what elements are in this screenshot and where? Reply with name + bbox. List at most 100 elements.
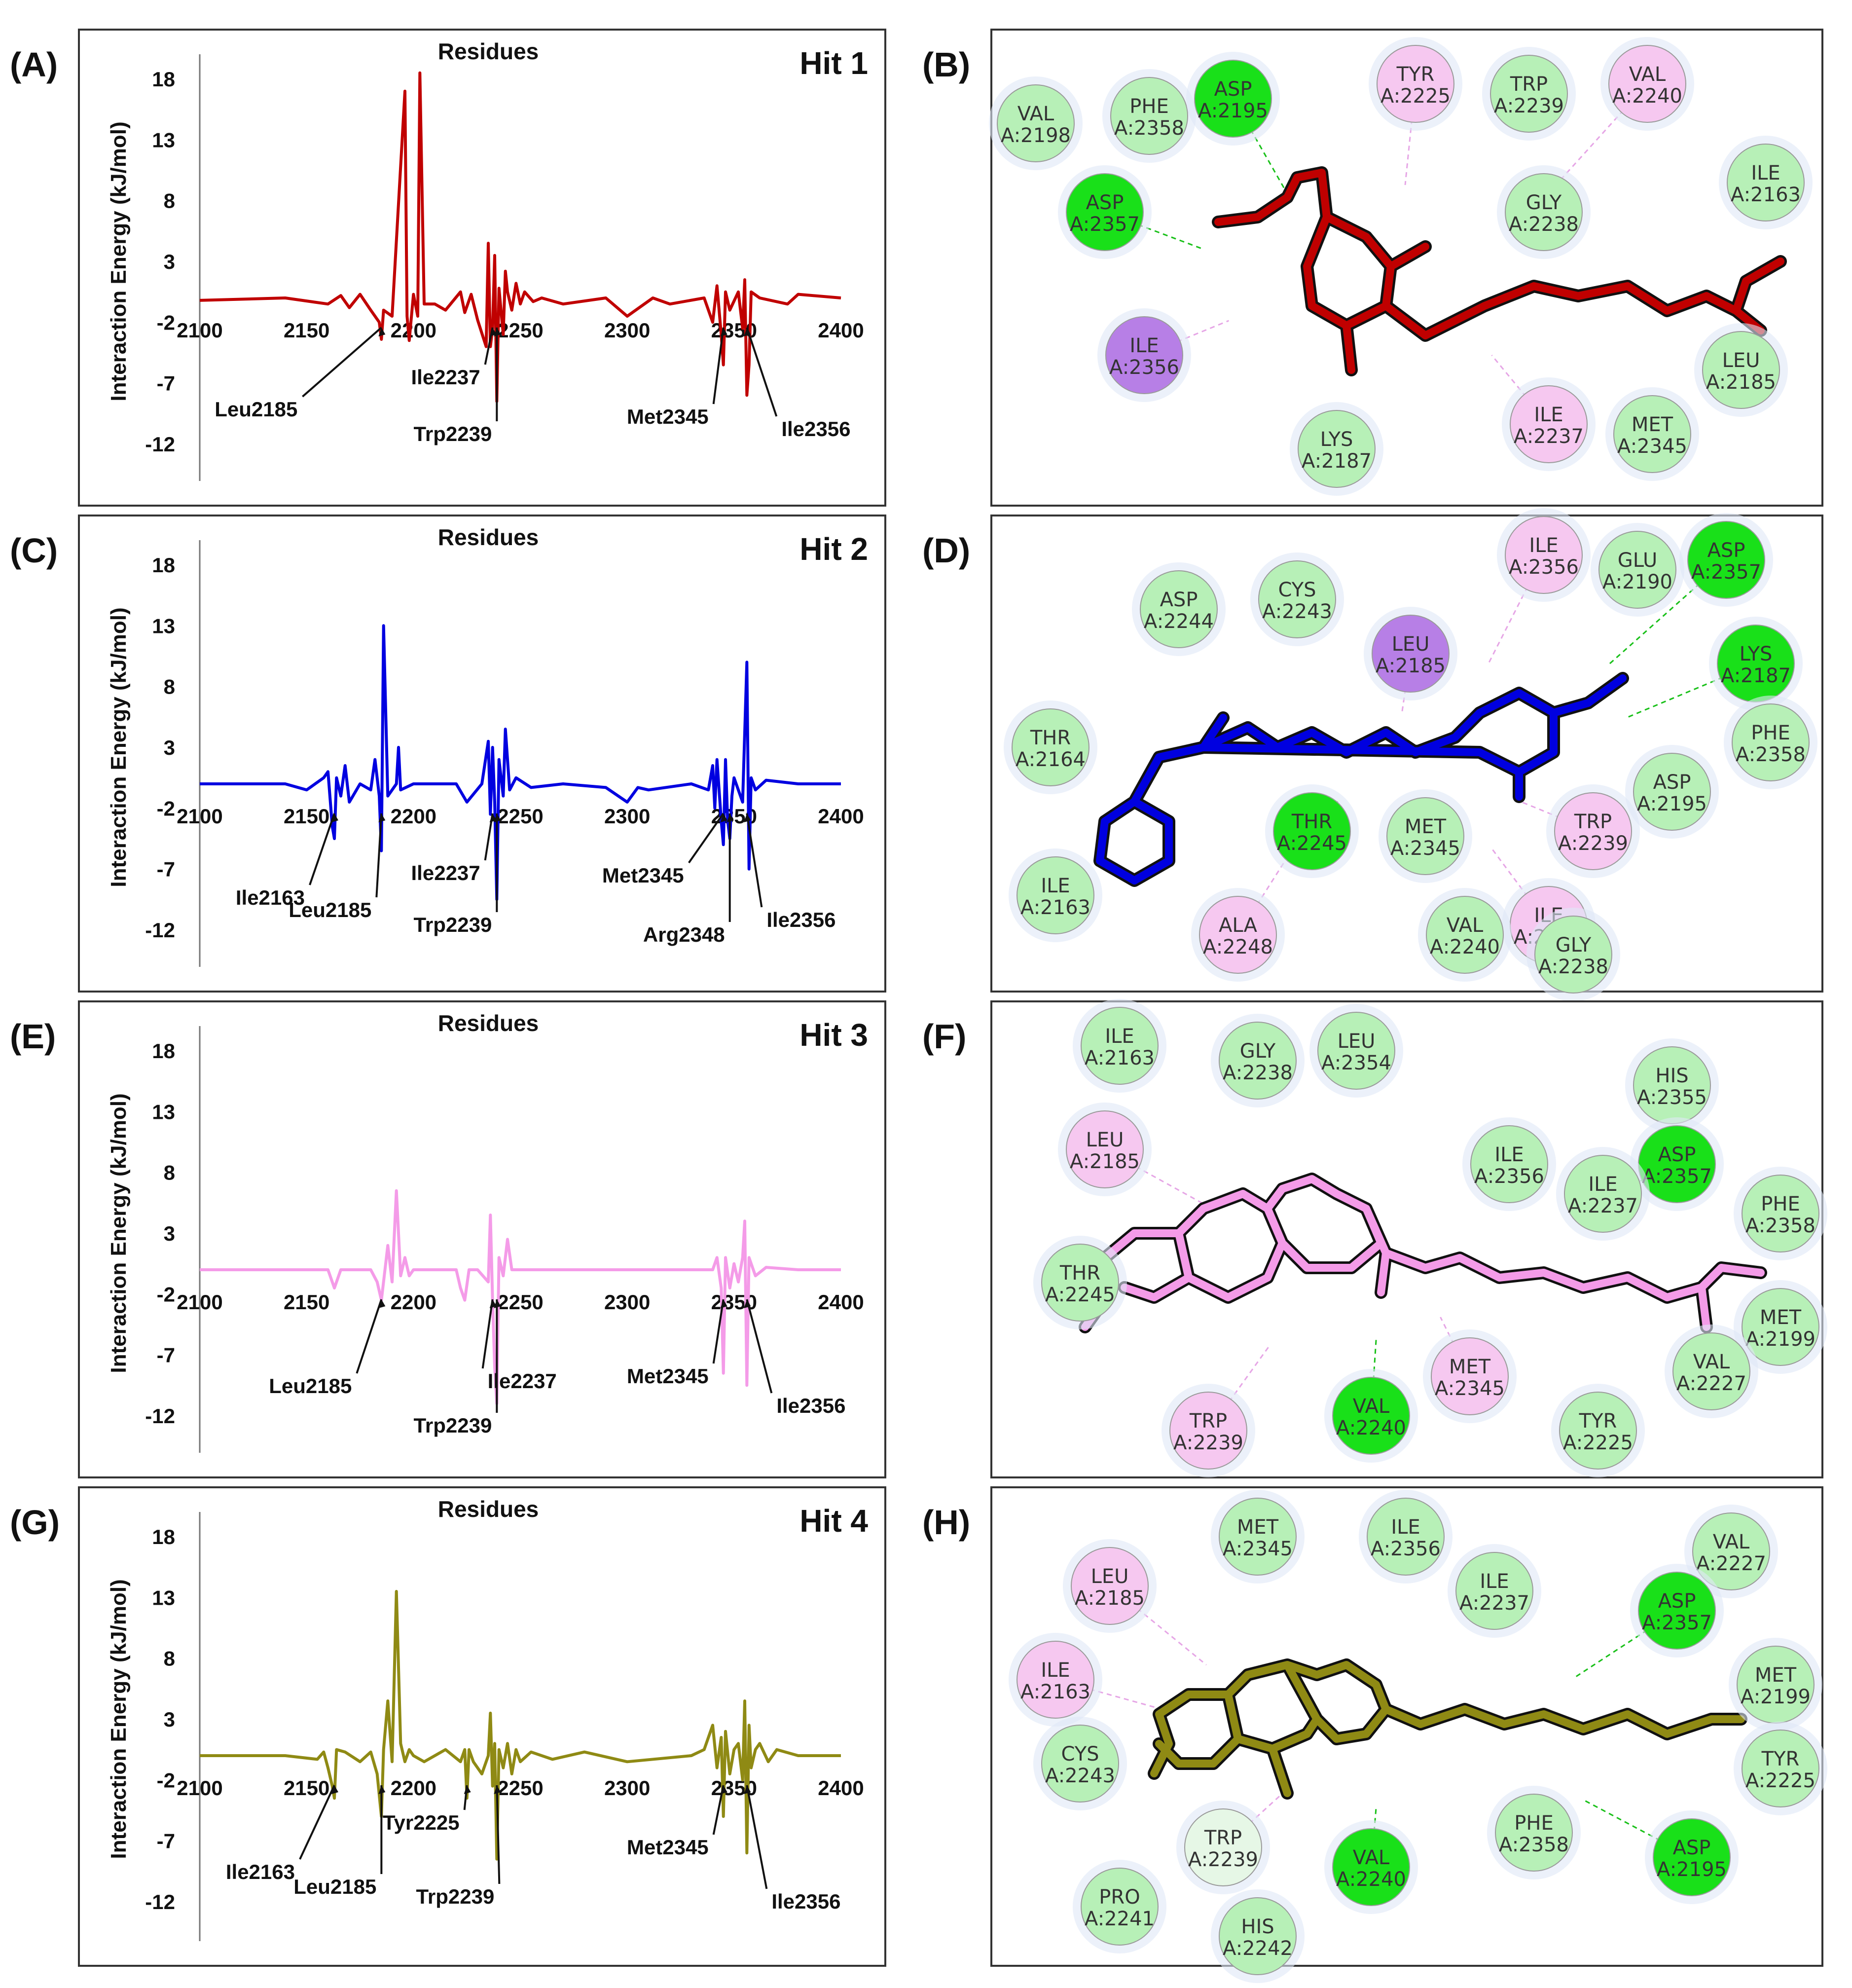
residue-name: VAL (1353, 1846, 1390, 1869)
residue-circle (1041, 1244, 1119, 1322)
residue-id: A:2185 (1075, 1587, 1145, 1610)
arrow-head (744, 1785, 751, 1794)
y-tick-label: 8 (164, 675, 175, 699)
residue-name: GLY (1526, 191, 1562, 214)
residue-name: ILE (1494, 1143, 1524, 1166)
annotation-label: Ile2237 (411, 861, 480, 884)
chart-subtitle: Residues (438, 38, 539, 64)
chart-subtitle: Residues (438, 1010, 539, 1036)
annotation-label: Met2345 (627, 1364, 709, 1388)
residue-annotation: Trp2239 (414, 1299, 501, 1437)
residue-id: A:2242 (1223, 1937, 1293, 1960)
residue-name: VAL (1353, 1395, 1390, 1418)
residue-name: LYS (1740, 643, 1773, 665)
residue-name: TRP (1204, 1827, 1242, 1849)
residue-circle (1110, 77, 1188, 155)
annotation-arrow (496, 1785, 501, 1884)
residue-name: TRP (1574, 810, 1612, 833)
panel-letter: (H) (922, 1503, 970, 1542)
residue-annotation: Ile2356 (744, 1299, 845, 1417)
series-line (200, 1590, 841, 1861)
chart-title: Hit 4 (799, 1503, 868, 1539)
residue-id: A:2195 (1198, 100, 1268, 122)
arrow-head (494, 328, 501, 336)
chart-frame (78, 1000, 886, 1478)
annotation-arrow (688, 812, 725, 864)
chart-title: Hit 1 (799, 45, 868, 81)
residue-name: PHE (1129, 95, 1168, 118)
residue-name: VAL (1447, 914, 1484, 937)
x-tick-label: 2150 (284, 1290, 329, 1314)
interaction-line (1491, 848, 1550, 925)
residue-id: A:2225 (1380, 85, 1451, 108)
residue-circle (1559, 1392, 1637, 1470)
annotation-label: Leu2185 (293, 1875, 376, 1898)
y-tick-label: 8 (164, 1647, 175, 1670)
residue-name: CYS (1061, 1743, 1099, 1766)
annotation-label: Met2345 (627, 405, 709, 428)
annotation-label: Leu2185 (289, 898, 371, 921)
residue-circle (1367, 1498, 1445, 1576)
residue-name: TYR (1579, 1410, 1617, 1433)
y-tick-label: -7 (157, 372, 175, 395)
residue-circle (997, 84, 1075, 162)
arrow-head (378, 1299, 386, 1308)
y-tick-label: 18 (152, 553, 175, 577)
arrow-head (378, 328, 386, 336)
residue-annotation: Leu2185 (293, 1785, 386, 1898)
residue-id: A:2237 (1568, 1195, 1638, 1217)
chart-subtitle: Residues (438, 524, 539, 550)
arrow-head (494, 1299, 501, 1308)
residue-id: A:2240 (1336, 1417, 1406, 1439)
residue-id: A:2355 (1637, 1086, 1707, 1109)
residue-circle (1332, 1377, 1410, 1455)
chart-frame (78, 1486, 886, 1967)
residue-id: A:2163 (1085, 1047, 1155, 1069)
arrow-head (331, 1785, 338, 1794)
residue-id: A:2239 (1173, 1432, 1243, 1454)
residue-name: TRP (1189, 1410, 1227, 1433)
residue-id: A:2227 (1676, 1372, 1746, 1395)
annotation-label: Ile2356 (776, 1394, 845, 1417)
annotation-label: Trp2239 (414, 1414, 492, 1437)
y-axis-label: Interaction Energy (kJ/mol) (107, 607, 131, 887)
annotation-label: Ile2356 (766, 908, 835, 931)
residue-name: LYS (1320, 428, 1353, 451)
residue-circle (1687, 521, 1765, 599)
residue-id: A:2356 (1474, 1165, 1544, 1188)
x-tick-label: 2150 (284, 805, 329, 828)
residue-circle (1727, 144, 1805, 221)
annotation-label: Met2345 (627, 1836, 709, 1859)
residue-id: A:2227 (1696, 1552, 1766, 1575)
annotation-arrow (746, 1299, 773, 1394)
annotation-label: Met2345 (602, 864, 684, 887)
arrow-head (744, 813, 751, 822)
residue-circle (1372, 615, 1450, 693)
residue-name: ALA (1219, 914, 1258, 937)
residue-id: A:2198 (1001, 124, 1071, 147)
residue-id: A:2185 (1070, 1150, 1140, 1173)
residue-name: ILE (1041, 1659, 1070, 1682)
series-line (199, 71, 841, 403)
y-tick-label: -12 (145, 433, 175, 456)
x-tick-label: 2350 (711, 1776, 757, 1800)
residue-circle (1495, 1794, 1573, 1872)
residue-name: ILE (1105, 1025, 1134, 1048)
annotation-label: Ile2163 (236, 886, 305, 909)
chart-panel-C: (C) Residues Hit 2 Interaction Energy (kJ/m… (10, 515, 886, 993)
residue-id: A:2357 (1642, 1612, 1712, 1634)
interaction-line (1237, 853, 1291, 935)
residue-annotation: Ile2356 (744, 327, 850, 441)
residue-annotation: Trp2239 (416, 1785, 501, 1908)
